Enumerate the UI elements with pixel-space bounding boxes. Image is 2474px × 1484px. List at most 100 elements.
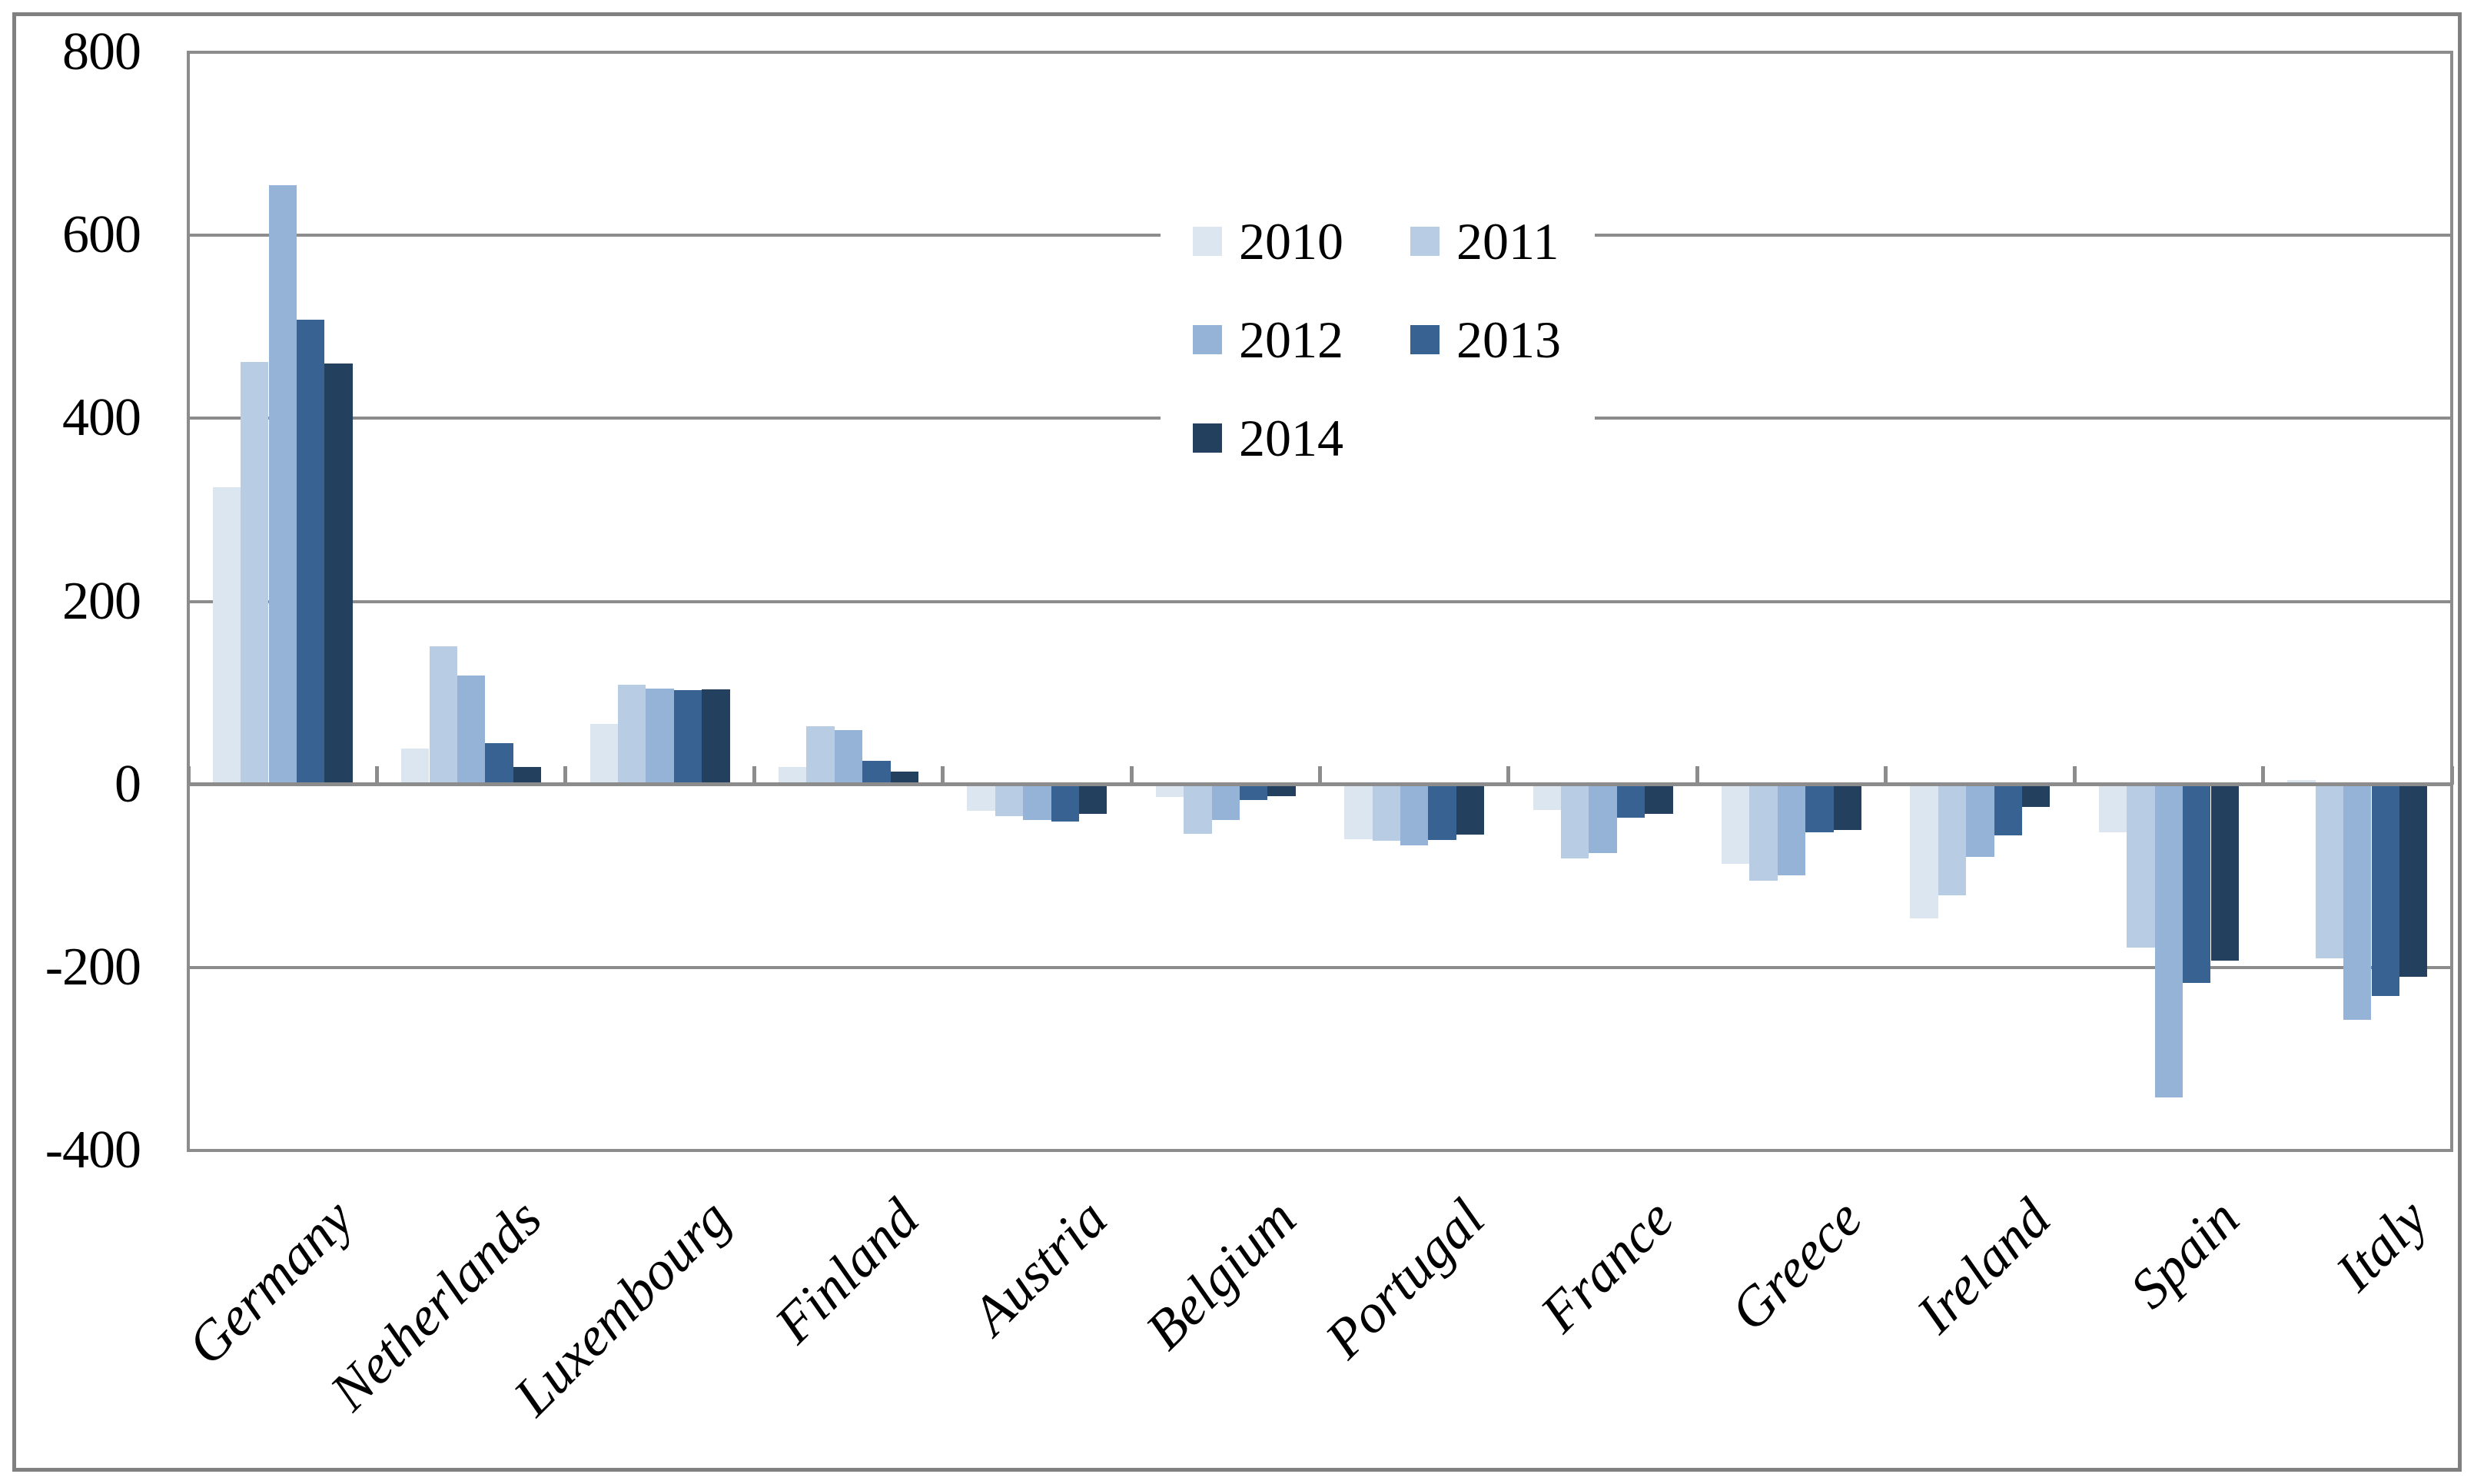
y-tick-label-0: 0	[115, 754, 141, 814]
bar-2014-netherlands	[513, 767, 542, 785]
plot-right-border	[2450, 51, 2453, 1152]
gridline	[188, 51, 2452, 54]
bar-2013-portugal	[1428, 784, 1456, 841]
bar-2012-germany	[268, 184, 297, 785]
legend-entry-2012: 2012	[1193, 307, 1343, 372]
category-axis-tick	[1506, 765, 1511, 785]
bar-2010-belgium	[1155, 784, 1184, 798]
legend-label-2010: 2010	[1239, 212, 1343, 271]
bar-2011-greece	[1749, 784, 1778, 881]
bar-2013-italy	[2371, 784, 2399, 996]
legend-label-2011: 2011	[1456, 212, 1559, 271]
bar-2010-greece	[1722, 784, 1750, 865]
bar-2013-belgium	[1240, 784, 1268, 800]
bar-2014-spain	[2210, 784, 2239, 961]
bar-2013-germany	[296, 319, 325, 785]
gridline	[188, 1149, 2452, 1152]
bar-2010-ireland	[1910, 784, 1938, 918]
category-axis-tick	[1884, 765, 1888, 785]
bar-2011-portugal	[1372, 784, 1400, 842]
bar-2014-austria	[1079, 784, 1107, 814]
bar-2013-ireland	[1994, 784, 2023, 836]
legend-label-2013: 2013	[1456, 310, 1561, 369]
legend-swatch-2013	[1410, 325, 1440, 354]
bar-2014-greece	[1833, 784, 1862, 831]
legend: 2010 2011 2012 2013 2014	[1161, 196, 1595, 482]
bar-2012-finland	[834, 730, 863, 785]
gridline	[188, 599, 2452, 603]
y-tick-label-400: 400	[62, 388, 141, 448]
bar-2010-portugal	[1344, 784, 1373, 840]
y-tick-label-200: 200	[62, 571, 141, 631]
category-axis-tick	[752, 765, 756, 785]
bar-2013-france	[1616, 784, 1645, 818]
bar-2014-finland	[890, 772, 918, 785]
bar-2013-finland	[862, 760, 891, 785]
legend-swatch-2011	[1410, 227, 1440, 256]
bar-2013-spain	[2183, 784, 2211, 984]
bar-2010-france	[1533, 784, 1561, 810]
legend-entry-2011: 2011	[1410, 209, 1559, 274]
bar-2011-belgium	[1184, 784, 1212, 834]
bar-2014-portugal	[1456, 784, 1485, 835]
bar-2012-portugal	[1400, 784, 1429, 846]
bar-2012-austria	[1023, 784, 1051, 821]
bar-2011-finland	[806, 725, 835, 785]
bar-2010-luxembourg	[589, 724, 618, 785]
y-axis-line	[187, 51, 190, 1152]
bar-2014-france	[1645, 784, 1673, 814]
bar-2013-greece	[1805, 784, 1834, 832]
bar-2010-italy	[2287, 779, 2316, 785]
bar-2012-luxembourg	[646, 688, 674, 785]
legend-label-2012: 2012	[1239, 310, 1343, 369]
y-tick-label--200: -200	[45, 937, 141, 997]
legend-entry-2010: 2010	[1193, 209, 1343, 274]
category-axis-tick	[2072, 765, 2077, 785]
category-axis-tick	[1129, 765, 1134, 785]
category-axis-tick	[2449, 765, 2454, 785]
bar-2012-greece	[1777, 784, 1806, 875]
bar-2010-germany	[212, 486, 241, 785]
category-axis-tick	[374, 765, 379, 785]
category-axis-tick	[186, 765, 191, 785]
bar-2011-netherlands	[429, 646, 457, 785]
bar-2011-france	[1561, 784, 1589, 859]
legend-swatch-2014	[1193, 423, 1222, 453]
category-axis-tick	[1695, 765, 1699, 785]
category-axis-line	[188, 782, 2452, 787]
category-axis-tick	[563, 765, 568, 785]
gridline	[188, 965, 2452, 969]
y-tick-label--400: -400	[45, 1120, 141, 1180]
bar-2012-ireland	[1966, 784, 1994, 857]
bar-2011-spain	[2127, 784, 2155, 948]
bar-2011-ireland	[1938, 784, 1967, 895]
legend-label-2014: 2014	[1239, 409, 1343, 467]
bar-2011-luxembourg	[617, 684, 646, 785]
bar-2011-germany	[241, 361, 269, 785]
category-axis-tick	[941, 765, 945, 785]
legend-entry-2013: 2013	[1410, 307, 1561, 372]
bar-2012-italy	[2343, 784, 2372, 1020]
bar-2012-belgium	[1211, 784, 1240, 821]
y-tick-label-800: 800	[62, 22, 141, 81]
bar-2013-netherlands	[485, 743, 513, 785]
bar-2012-france	[1589, 784, 1617, 853]
y-tick-label-600: 600	[62, 205, 141, 265]
legend-swatch-2012	[1193, 325, 1222, 354]
bar-2011-austria	[995, 784, 1024, 817]
bar-2010-finland	[778, 767, 807, 785]
bar-2012-spain	[2154, 784, 2183, 1097]
legend-swatch-2010	[1193, 227, 1222, 256]
bar-2011-italy	[2315, 784, 2344, 958]
bar-2012-netherlands	[457, 676, 486, 785]
bar-2013-luxembourg	[673, 690, 702, 785]
bar-2014-belgium	[1267, 784, 1296, 797]
bar-2010-spain	[2098, 784, 2127, 832]
bar-2014-italy	[2399, 784, 2428, 977]
bar-2010-austria	[967, 784, 995, 812]
category-axis-tick	[2261, 765, 2266, 785]
legend-entry-2014: 2014	[1193, 406, 1343, 470]
bar-2013-austria	[1051, 784, 1079, 822]
bar-2014-germany	[324, 363, 353, 785]
